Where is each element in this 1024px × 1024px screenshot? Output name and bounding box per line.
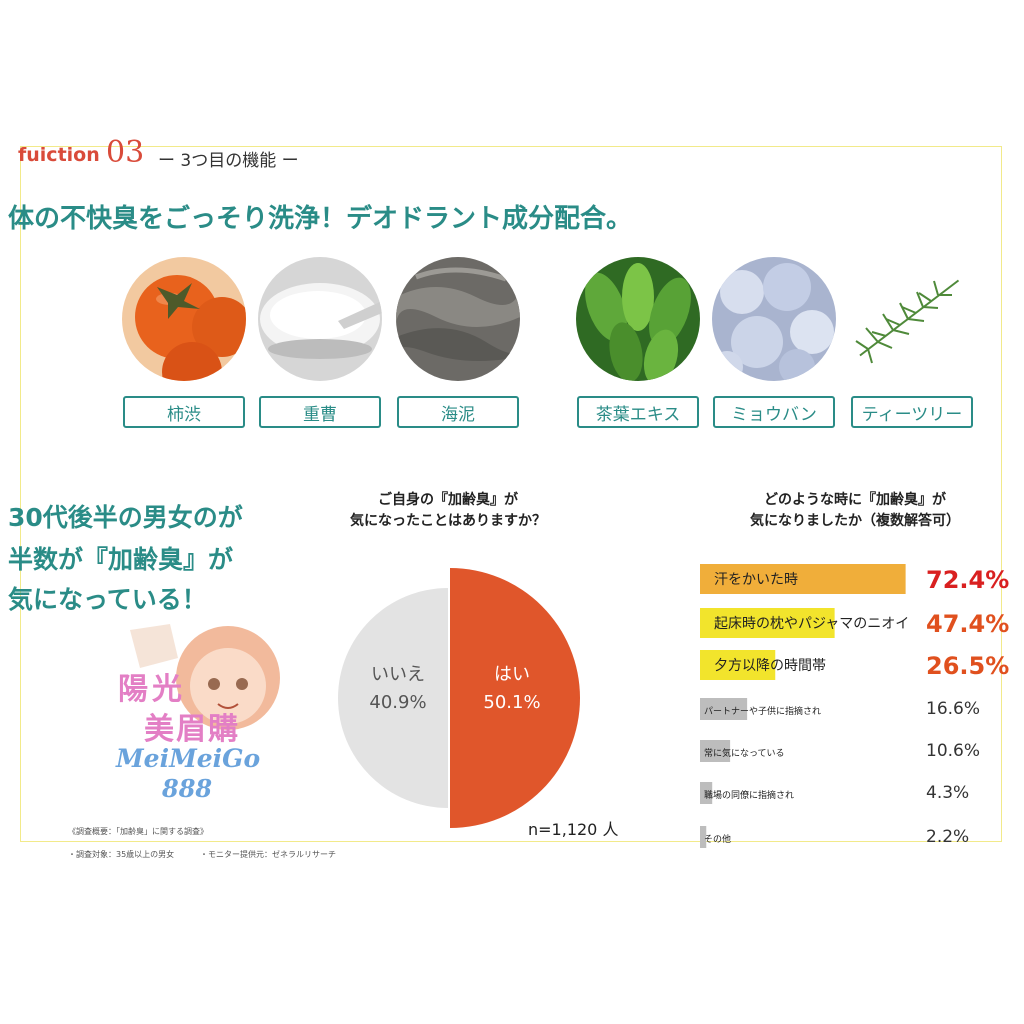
bar-value-2: 47.4% [926,610,1009,638]
bar-label-2: 起床時の枕やパジャマのニオイ [714,616,909,632]
bar-chart-title: どのような時に『加齢臭』が 気になりましたか（複数解答可） [690,490,1020,532]
baking-soda-image [258,257,382,381]
bar-label-3: 夕方以降の時間帯 [714,658,826,674]
function-subtitle: ー 3つ目の機能 ー [158,151,299,171]
bar-value-1: 72.4% [926,566,1009,594]
function-label: fuiction [18,144,100,166]
bar-2 [700,608,835,638]
bar-label-4: パートナーや子供に指摘され [704,705,821,717]
mascot-illustration [130,624,280,730]
ingredient-label-baking-soda: 重曹 [259,396,381,428]
pie-title-line-1: ご自身の『加齢臭』が [378,492,518,508]
bar-1 [700,564,906,594]
bar-6 [700,782,713,804]
ingredient-label-persimmon: 柿渋 [123,396,245,428]
pie-slice-yes [450,568,580,828]
survey-note-provider: ・モニター提供元：ゼネラルリサーチ [200,850,336,859]
sea-mud-image [396,257,520,381]
bar-4 [700,698,748,720]
bar-value-5: 10.6% [926,741,980,761]
ingredient-label-sea-mud: 海泥 [397,396,519,428]
pie-value-no: 40.9% [369,692,426,713]
bar-label-5: 常に気になっている [704,747,785,759]
tea-tree-image [848,257,972,381]
bar-title-line-1: どのような時に『加齢臭』が [764,492,946,508]
bar-label-7: その他 [704,833,731,845]
claim-line-3: 気になっている！ [8,585,207,614]
claim-line-2: 半数が『加齢臭』が [8,545,234,574]
bar-value-4: 16.6% [926,699,980,719]
bar-label-6: 職場の同僚に指摘され [704,789,794,801]
bar-title-line-2: 気になりましたか（複数解答可） [750,513,960,529]
bar-value-6: 4.3% [926,783,969,803]
bar-7 [700,826,707,848]
bar-chart: 汗をかいた時 72.4% 起床時の枕やパジャマのニオイ 47.4% 夕方以降の時間帯 26… [700,564,1009,848]
persimmon-image [122,257,246,381]
pie-chart: はい 50.1% いいえ 40.9% [338,568,580,828]
alum-image [712,257,836,381]
pie-label-yes: はい [494,664,530,685]
watermark-text-en-2: 888 [162,774,213,803]
bar-value-7: 2.2% [926,827,969,847]
pie-sample-size: n=1,120 人 [528,820,619,839]
bar-value-3: 26.5% [926,652,1009,680]
bar-3 [700,650,776,680]
bar-5 [700,740,731,762]
watermark-text-cn-2: 美眉購 [144,712,240,747]
tea-leaf-image [576,257,700,381]
bar-label-1: 汗をかいた時 [714,572,798,588]
function-number: 03 [106,135,145,170]
pie-chart-title: ご自身の『加齢臭』が 気になったことはありますか？ [318,490,578,532]
watermark-text-en-1: MeiMeiGo [116,744,261,773]
headline: 体の不快臭をごっそり洗浄！デオドラント成分配合。 [8,204,633,234]
ingredient-label-tea-leaf: 茶葉エキス [577,396,699,428]
pie-label-no: いいえ [371,664,425,685]
pie-slice-no [338,588,448,808]
pie-title-line-2: 気になったことはありますか？ [350,513,546,529]
ingredient-label-tea-tree: ティーツリー [851,396,973,428]
survey-note-title: 《調査概要：「加齢臭」に関する調査》 [68,827,208,836]
ingredient-label-alum: ミョウバン [713,396,835,428]
pie-value-yes: 50.1% [483,692,540,713]
survey-note-target: ・調査対象：35歳以上の男女 [68,850,175,859]
watermark-text-cn-1: 陽光 [118,672,186,707]
claim-line-1: 30代後半の男女のが [8,503,243,532]
